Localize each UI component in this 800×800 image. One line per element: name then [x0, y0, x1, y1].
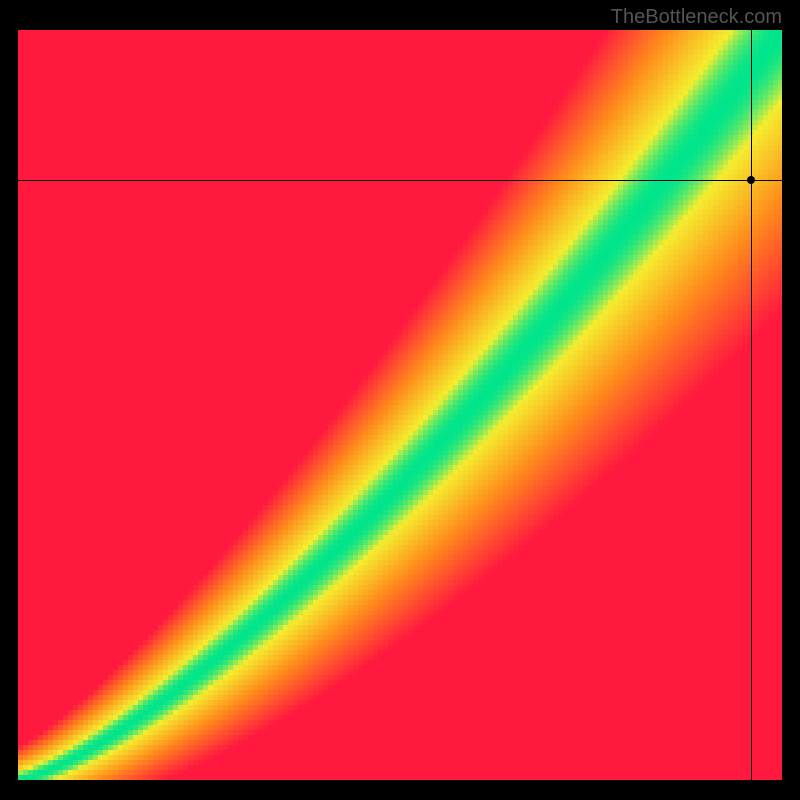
crosshair-horizontal — [18, 180, 782, 181]
heatmap-canvas — [18, 30, 782, 780]
watermark-text: TheBottleneck.com — [611, 6, 782, 29]
crosshair-vertical — [751, 30, 752, 780]
heatmap-plot — [18, 30, 782, 780]
crosshair-marker — [747, 176, 755, 184]
